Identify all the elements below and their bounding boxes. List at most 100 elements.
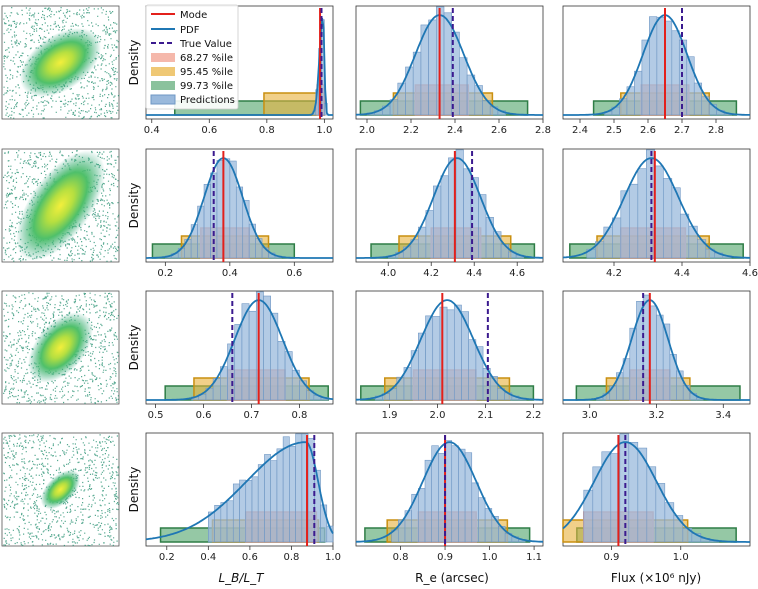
histogram-bars	[374, 304, 527, 401]
x-tick-label: 2.5	[606, 125, 622, 136]
histogram-bar	[455, 149, 464, 259]
histogram-bar	[277, 341, 286, 401]
galaxy-image-2	[1, 290, 120, 405]
histogram-bar	[428, 19, 437, 116]
histogram-bar	[619, 433, 630, 543]
histogram-bar	[276, 448, 284, 543]
histogram-bar	[671, 30, 680, 116]
x-tick-label: 1.0	[325, 552, 341, 563]
galaxy-noise	[3, 7, 120, 120]
histogram-bar	[418, 488, 426, 543]
x-tick-label: 2.2	[525, 410, 541, 421]
pdf-curve	[146, 299, 334, 401]
legend-p99-label: 99.73 %ile	[180, 81, 233, 92]
histogram-bar	[471, 482, 479, 543]
histogram-bar	[412, 51, 422, 116]
histogram-bar	[628, 441, 639, 543]
histogram-bars	[583, 433, 720, 543]
x-tick-label: 0.4	[222, 268, 238, 279]
pdf-curve	[356, 157, 544, 259]
histogram-bar	[489, 376, 498, 401]
ylabel-density: Density	[127, 40, 141, 86]
x-tick-label: 2.1	[478, 410, 494, 421]
x-tick-label: 2.6	[640, 125, 656, 136]
histogram-bar	[235, 186, 244, 259]
histogram-bar	[432, 316, 441, 401]
pdf-curve	[145, 441, 334, 541]
panel-r1-c1: 4.0 4.2 4.4 4.6	[355, 148, 544, 279]
x-tick-label: 1.9	[382, 410, 398, 421]
legend-pred-swatch	[150, 94, 176, 105]
histogram-bar	[270, 460, 278, 543]
legend-p68-swatch	[151, 53, 175, 62]
x-tick-label: 2.6	[491, 125, 507, 136]
x-tick-label: 1.0	[482, 552, 498, 563]
panel-r0-c1: 2.0 2.2 2.4 2.6 2.8	[355, 5, 551, 136]
x-tick-label: 2.7	[674, 125, 690, 136]
xlabel-lb-lt-text: L_B/L_T	[219, 571, 266, 585]
legend-p68-label: 68.27 %ile	[180, 53, 233, 64]
x-tick-label: 4.6	[509, 268, 525, 279]
legend-pred-label: Predictions	[180, 95, 235, 106]
panel-r2-c2: 3.0 3.2 3.4	[562, 290, 751, 421]
histogram-bar	[418, 226, 427, 259]
x-tick-label: 2.2	[403, 125, 419, 136]
histogram-bar	[662, 178, 673, 259]
panel-r3-c1: 0.8 0.9 1.0 1.1	[355, 432, 544, 563]
legend-p95-label: 95.45 %ile	[180, 67, 233, 78]
x-tick-label: 0.8	[393, 552, 409, 563]
pdf-curve	[562, 157, 751, 259]
x-tick-label: 0.6	[196, 410, 212, 421]
histogram-bar	[679, 213, 690, 259]
x-tick-label: 0.6	[242, 552, 258, 563]
histogram-bar	[226, 500, 234, 543]
histogram-bar	[248, 310, 257, 401]
histogram-bar	[474, 85, 483, 116]
histogram-bar	[641, 39, 650, 116]
x-tick-label: 2.0	[359, 125, 375, 136]
x-tick-label: 0.6	[201, 125, 217, 136]
histogram-bar	[637, 168, 647, 259]
histogram-bar	[468, 339, 477, 401]
histogram-bar	[289, 446, 296, 543]
x-tick-label: 0.4	[144, 125, 160, 136]
x-tick-label: 0.7	[244, 410, 260, 421]
histogram-bar	[251, 476, 259, 543]
histogram-bar	[239, 479, 247, 543]
pdf-curve	[562, 441, 750, 543]
histogram-bar	[603, 226, 613, 259]
histogram-bar	[459, 57, 468, 116]
histogram-bar	[446, 309, 455, 401]
x-tick-label: 4.2	[423, 268, 439, 279]
x-tick-label: 4.4	[466, 268, 482, 279]
histogram-bar	[628, 183, 639, 259]
histogram-bar	[634, 70, 643, 116]
x-tick-label: 0.8	[283, 552, 299, 563]
x-tick-label: 2.8	[708, 125, 724, 136]
histogram-bar	[656, 16, 665, 116]
x-tick-label: 1.0	[673, 552, 689, 563]
x-tick-label: 4.6	[742, 268, 758, 279]
galaxy-blob	[19, 28, 102, 97]
histogram-bar	[500, 244, 509, 259]
galaxy-image-0	[1, 5, 120, 120]
histogram-bar	[611, 217, 622, 259]
legend-true-label: True Value	[179, 39, 232, 50]
histogram-bar	[257, 464, 265, 543]
histogram-bar	[478, 497, 486, 543]
histogram-bar	[425, 315, 434, 401]
galaxy-noise	[2, 434, 120, 547]
x-tick-label: 4.2	[606, 268, 622, 279]
histogram-bar	[439, 306, 448, 401]
x-tick-label: 0.8	[291, 410, 307, 421]
histogram-bar	[453, 304, 462, 401]
x-tick-label: 4.0	[380, 268, 396, 279]
galaxy-image-3	[1, 432, 120, 547]
histogram-bar	[411, 493, 419, 543]
pdf-curve	[355, 441, 544, 543]
pdf-curve	[356, 299, 544, 401]
histogram-bar	[425, 210, 434, 259]
histogram-bar	[295, 433, 303, 543]
histogram-bar	[451, 445, 459, 543]
